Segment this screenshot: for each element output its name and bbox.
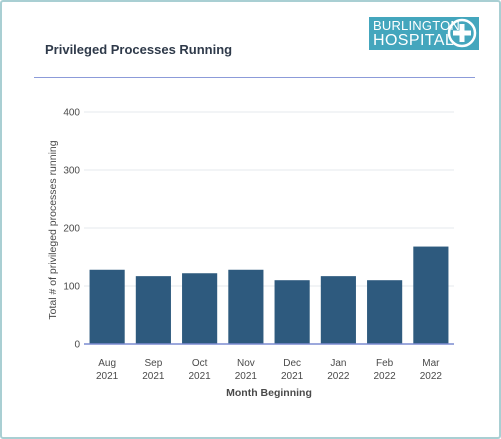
bar	[228, 269, 264, 344]
x-axis-title: Month Beginning	[226, 387, 312, 399]
x-tick-label: Mar 2022	[420, 358, 443, 382]
logo-text-line1: BURLINGTON	[373, 18, 460, 33]
x-tick-label: Aug 2021	[96, 358, 119, 382]
bar	[367, 280, 403, 344]
hospital-logo: BURLINGTON HOSPITAL	[369, 17, 479, 50]
bar	[274, 280, 310, 344]
x-tick-label: Dec 2021	[281, 358, 304, 382]
bar	[413, 246, 449, 344]
y-axis-title: Total # of privileged processes running	[47, 140, 59, 319]
bar	[135, 276, 171, 344]
logo-text-line2: HOSPITAL	[373, 32, 455, 49]
x-tick-label: Oct 2021	[189, 358, 212, 382]
y-tick-label: 200	[63, 224, 80, 235]
y-tick-label: 100	[63, 282, 80, 293]
x-tick-label: Jan 2022	[327, 358, 350, 382]
chart-title: Privileged Processes Running	[45, 42, 233, 57]
y-tick-label: 400	[63, 108, 80, 119]
bar	[182, 273, 218, 344]
medical-cross-icon	[447, 18, 477, 48]
bar	[320, 276, 356, 344]
x-tick-label: Nov 2021	[235, 358, 258, 382]
x-tick-label: Sep 2021	[142, 358, 165, 382]
bar	[89, 269, 125, 344]
header-divider	[34, 77, 475, 78]
x-tick-label: Feb 2022	[374, 358, 397, 382]
y-tick-label: 300	[63, 166, 80, 177]
y-tick-label: 0	[74, 340, 80, 351]
